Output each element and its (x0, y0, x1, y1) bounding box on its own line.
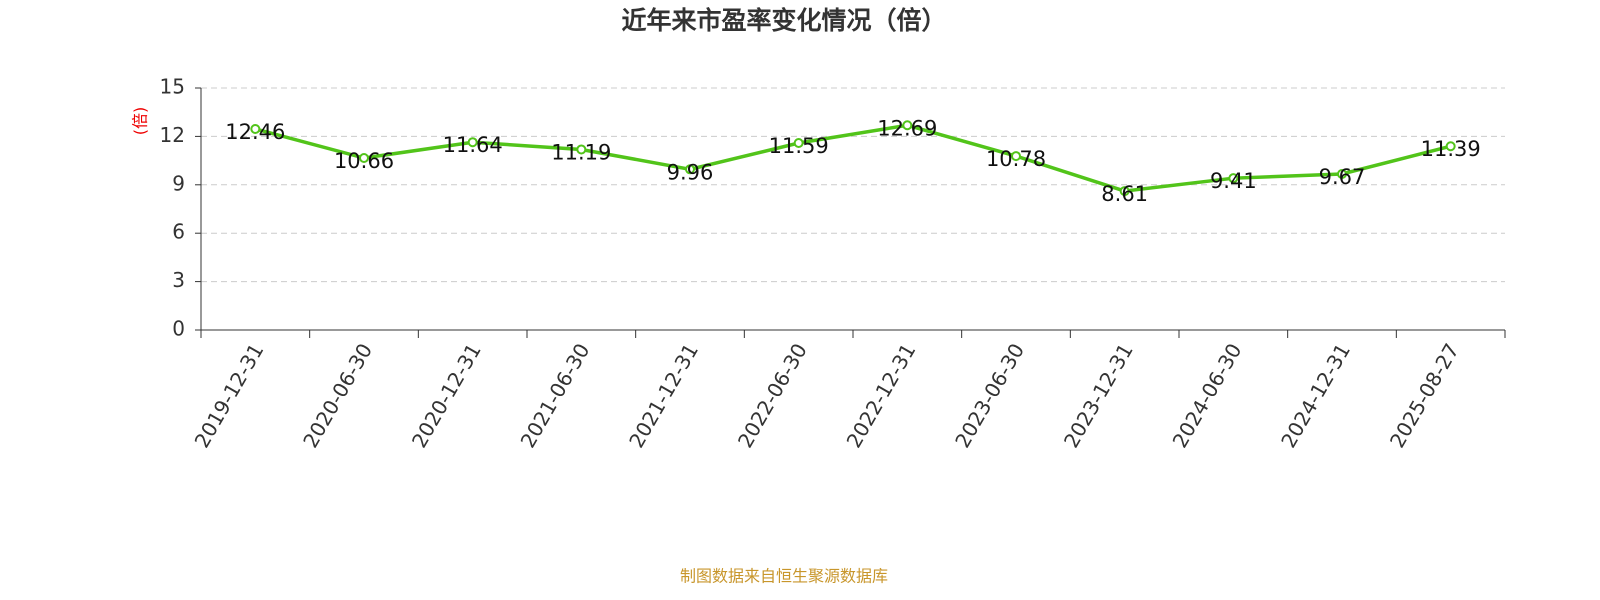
point (1337, 168, 1347, 179)
point (467, 137, 478, 148)
value-label: 12.69 (877, 116, 937, 140)
point (359, 153, 369, 164)
x-tick-label: 2021-06-30 (516, 339, 595, 452)
x-tick-label: 2019-12-31 (190, 339, 269, 452)
y-tick-label: 3 (172, 268, 185, 292)
value-label: 9.96 (667, 160, 714, 184)
y-tick-label: 15 (160, 75, 185, 99)
y-tick-label: 9 (172, 171, 185, 195)
y-tick-label: 0 (172, 317, 185, 341)
value-label: 9.67 (1319, 165, 1366, 189)
x-tick-label: 2023-12-31 (1059, 339, 1138, 452)
point (1119, 186, 1130, 197)
point (1228, 173, 1239, 184)
line (254, 123, 1452, 193)
value-label: 9.41 (1210, 169, 1257, 193)
x-tick-label: 2025-08-27 (1385, 339, 1464, 452)
value-label: 12.46 (225, 120, 285, 144)
value-label: 11.39 (1421, 137, 1481, 161)
value-label: 10.78 (986, 147, 1046, 171)
x-tick-label: 2020-06-30 (298, 339, 377, 452)
point (793, 138, 804, 149)
x-tick-label: 2022-06-30 (733, 339, 812, 452)
point (250, 123, 261, 134)
value-label: 11.59 (769, 134, 829, 158)
y-tick-label: 6 (172, 220, 185, 244)
value-label: 10.66 (334, 149, 394, 173)
y-axis-label: (倍) (131, 107, 150, 136)
x-tick-label: 2020-12-31 (407, 339, 486, 452)
value-label: 8.61 (1101, 182, 1148, 206)
x-tick-label: 2024-12-31 (1276, 339, 1355, 452)
value-label: 11.19 (551, 140, 611, 164)
x-tick-label: 2022-12-31 (842, 339, 921, 452)
point (1445, 141, 1456, 152)
source-note: 制图数据来自恒生聚源数据库 (680, 567, 888, 586)
y-tick-label: 12 (160, 123, 185, 147)
x-tick-label: 2023-06-30 (950, 339, 1029, 452)
chart-title: 近年来市盈率变化情况（倍） (621, 6, 946, 35)
point (902, 120, 913, 131)
point (1011, 151, 1021, 162)
point (685, 164, 695, 175)
x-tick-label: 2024-06-30 (1168, 339, 1247, 452)
point (576, 144, 587, 155)
value-label: 11.64 (443, 133, 503, 157)
x-tick-label: 2021-12-31 (624, 339, 703, 452)
